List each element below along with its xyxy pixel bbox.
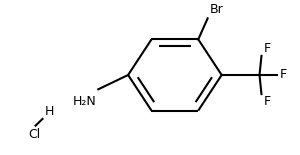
Text: Br: Br [210,2,224,16]
Text: F: F [263,42,271,55]
Text: F: F [279,69,286,82]
Text: F: F [263,95,271,108]
Text: Cl: Cl [28,128,41,141]
Text: H: H [44,105,54,118]
Text: H₂N: H₂N [73,95,96,108]
